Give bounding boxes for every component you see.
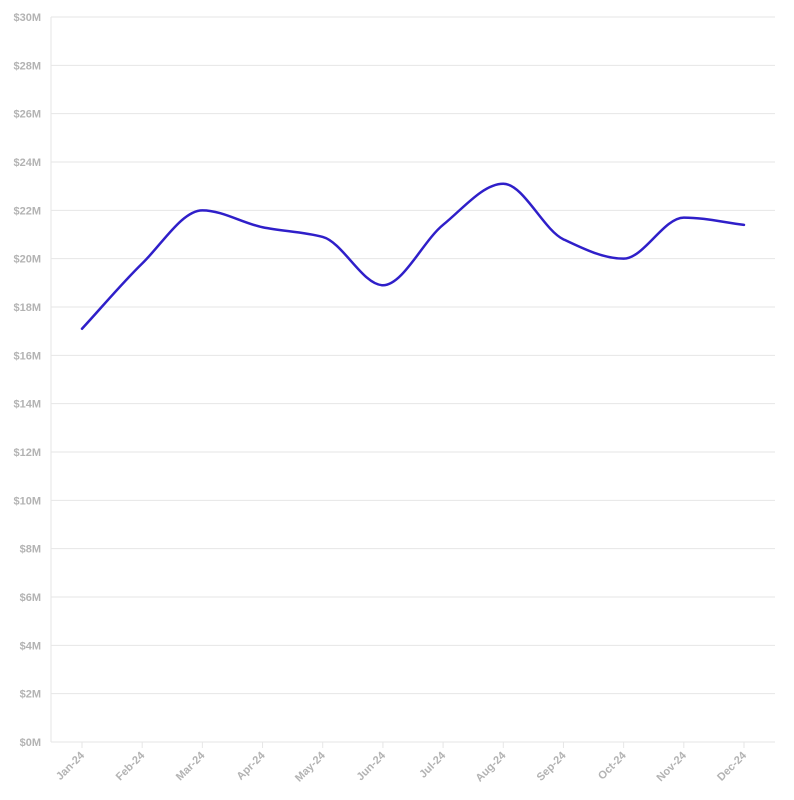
x-tick-label: Jul-24 xyxy=(417,749,449,781)
y-tick-label: $6M xyxy=(20,592,41,604)
series-group xyxy=(79,181,747,332)
data-point xyxy=(621,256,627,262)
y-tick-label: $22M xyxy=(13,205,41,217)
data-point xyxy=(560,236,566,242)
y-tick-label: $18M xyxy=(13,302,41,314)
data-point xyxy=(681,215,687,221)
y-tick-label: $12M xyxy=(13,447,41,459)
y-axis-ticks: $0M $2M $4M $6M $8M $10M $12M $14M $16M $18M $20M $… xyxy=(13,12,41,749)
y-tick-label: $20M xyxy=(13,254,41,266)
x-tick-label: Jan-24 xyxy=(54,749,88,783)
x-tick-label: Dec-24 xyxy=(715,749,750,784)
x-tick-label: Oct-24 xyxy=(596,749,629,782)
y-tick-label: $30M xyxy=(13,12,41,24)
data-point xyxy=(199,207,205,213)
data-point xyxy=(79,326,85,332)
data-point xyxy=(260,224,266,230)
grid-lines xyxy=(50,16,775,743)
data-point xyxy=(741,222,747,228)
x-tick-label: Jun-24 xyxy=(354,749,388,783)
y-tick-label: $2M xyxy=(20,689,41,701)
x-tick-label: Mar-24 xyxy=(174,749,208,783)
y-tick-label: $0M xyxy=(20,737,41,749)
data-point xyxy=(500,181,506,187)
y-tick-label: $28M xyxy=(13,60,41,72)
y-tick-label: $4M xyxy=(20,640,41,652)
data-point xyxy=(380,282,386,288)
y-tick-label: $26M xyxy=(13,109,41,121)
y-tick-label: $16M xyxy=(13,350,41,362)
data-point xyxy=(139,261,145,267)
x-tick-label: Apr-24 xyxy=(235,749,269,783)
series-line xyxy=(80,182,746,330)
x-axis-ticks: Jan-24 Feb-24 Mar-24 Apr-24 May-24 Jun-24 Jul-… xyxy=(54,742,750,784)
y-tick-label: $14M xyxy=(13,399,41,411)
x-tick-label: Sep-24 xyxy=(535,749,570,784)
y-tick-label: $10M xyxy=(13,495,41,507)
data-point xyxy=(440,222,446,228)
y-tick-label: $24M xyxy=(13,157,41,169)
x-tick-label: Aug-24 xyxy=(474,749,509,784)
x-tick-label: Feb-24 xyxy=(114,749,148,783)
y-tick-label: $8M xyxy=(20,544,41,556)
x-tick-label: May-24 xyxy=(293,749,328,784)
x-tick-label: Nov-24 xyxy=(655,749,690,784)
data-point xyxy=(320,234,326,240)
